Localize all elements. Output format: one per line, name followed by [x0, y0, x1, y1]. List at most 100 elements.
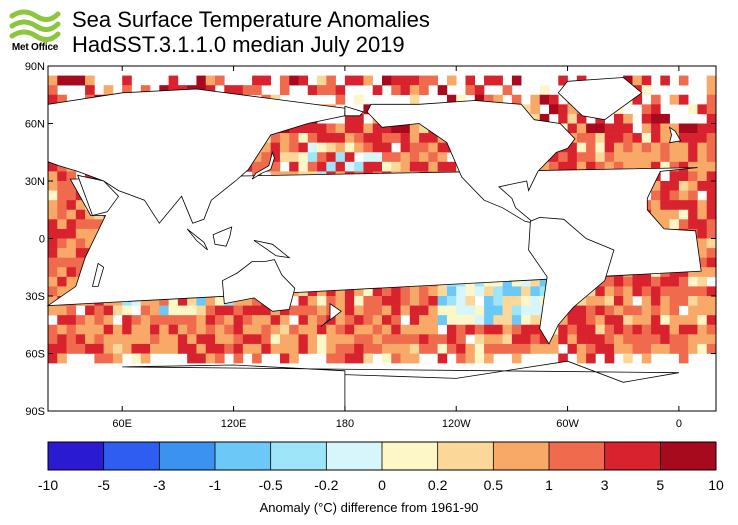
- anomaly-cell: [159, 324, 169, 335]
- anomaly-cell: [530, 334, 541, 345]
- anomaly-cell: [669, 142, 680, 153]
- anomaly-cell: [558, 75, 568, 86]
- anomaly-cell: [335, 85, 346, 96]
- anomaly-cell: [567, 104, 578, 115]
- anomaly-cell: [641, 334, 652, 345]
- anomaly-cell: [539, 276, 550, 287]
- anomaly-cell: [641, 123, 652, 134]
- anomaly-cell: [502, 305, 513, 316]
- anomaly-cell: [530, 343, 541, 354]
- anomaly-cell: [419, 305, 429, 316]
- anomaly-cell: [428, 75, 438, 86]
- anomaly-cell: [511, 305, 522, 316]
- anomaly-cell: [688, 123, 698, 134]
- anomaly-cell: [493, 334, 503, 345]
- colorbar-tick-label: -0.5: [259, 477, 283, 493]
- anomaly-cell: [697, 142, 708, 153]
- anomaly-cell: [678, 296, 689, 306]
- anomaly-cell: [567, 324, 578, 335]
- anomaly-cell: [382, 161, 392, 172]
- anomaly-cell: [688, 142, 698, 153]
- lat-label: 60S: [25, 349, 45, 361]
- anomaly-cell: [549, 94, 559, 105]
- anomaly-cell: [48, 200, 58, 211]
- anomaly-cell: [363, 305, 374, 316]
- anomaly-cell: [465, 75, 476, 86]
- anomaly-cell: [326, 353, 336, 364]
- anomaly-cell: [688, 209, 698, 220]
- anomaly-cell: [511, 343, 522, 354]
- anomaly-cell: [159, 296, 169, 306]
- anomaly-cell: [354, 343, 364, 354]
- anomaly-cell: [196, 324, 207, 335]
- anomaly-cell: [586, 324, 596, 335]
- anomaly-cell: [502, 85, 513, 96]
- anomaly-cell: [446, 324, 457, 335]
- anomaly-cell: [567, 123, 578, 134]
- anomaly-cell: [604, 305, 615, 316]
- anomaly-cell: [196, 315, 207, 326]
- anomaly-cell: [57, 334, 67, 345]
- anomaly-cell: [140, 334, 151, 345]
- anomaly-cell: [558, 324, 568, 335]
- anomaly-cell: [391, 152, 401, 163]
- anomaly-cell: [168, 296, 179, 306]
- anomaly-cell: [85, 85, 95, 96]
- anomaly-cell: [409, 94, 420, 105]
- anomaly-cell: [372, 324, 383, 335]
- anomaly-cell: [669, 94, 680, 105]
- anomaly-cell: [382, 315, 392, 326]
- anomaly-cell: [382, 133, 392, 143]
- anomaly-cell: [57, 228, 67, 239]
- anomaly-cell: [697, 171, 708, 182]
- anomaly-cell: [706, 238, 717, 249]
- anomaly-cell: [623, 296, 633, 306]
- anomaly-cell: [150, 343, 160, 354]
- anomaly-cell: [539, 161, 550, 172]
- anomaly-cell: [576, 315, 587, 326]
- anomaly-cell: [326, 75, 336, 86]
- lat-label: 90N: [25, 61, 45, 73]
- anomaly-cell: [595, 334, 605, 345]
- sumatra-land: [186, 228, 208, 251]
- anomaly-cell: [651, 324, 661, 335]
- anomaly-cell: [48, 219, 58, 230]
- anomaly-cell: [307, 152, 318, 163]
- anomaly-cell: [641, 85, 652, 96]
- colorbar-tick-label: 0.2: [428, 477, 448, 493]
- anomaly-cell: [335, 296, 346, 306]
- colorbar-tick-label: 5: [656, 477, 664, 493]
- anomaly-cell: [298, 152, 309, 163]
- anomaly-cell: [75, 219, 86, 230]
- anomaly-cell: [252, 334, 262, 345]
- anomaly-cell: [215, 343, 225, 354]
- anomaly-cell: [521, 315, 531, 326]
- anomaly-cell: [669, 209, 680, 220]
- anomaly-cell: [354, 133, 364, 143]
- anomaly-cell: [122, 334, 132, 345]
- anomaly-cell: [363, 152, 374, 163]
- anomaly-cell: [409, 85, 420, 96]
- anomaly-cell: [75, 334, 86, 345]
- anomaly-cell: [354, 113, 364, 124]
- anomaly-cell: [660, 142, 670, 153]
- anomaly-cell: [326, 324, 336, 335]
- anomaly-cell: [558, 104, 568, 115]
- anomaly-cell: [279, 343, 290, 354]
- colorbar-swatch: [549, 442, 605, 470]
- anomaly-cell: [233, 324, 244, 335]
- anomaly-cell: [75, 75, 86, 86]
- anomaly-cell: [112, 334, 123, 345]
- anomaly-cell: [382, 123, 392, 134]
- anomaly-cell: [511, 296, 522, 306]
- anomaly-cell: [317, 85, 327, 96]
- colorbar-tick-label: 10: [708, 477, 724, 493]
- anomaly-cell: [474, 343, 485, 354]
- anomaly-cell: [484, 75, 494, 86]
- anomaly-cell: [706, 228, 717, 239]
- anomaly-cell: [651, 286, 661, 297]
- anomaly-cell: [326, 286, 336, 297]
- anomaly-cell: [354, 75, 364, 86]
- anomaly-cell: [669, 296, 680, 306]
- anomaly-cell: [140, 296, 151, 306]
